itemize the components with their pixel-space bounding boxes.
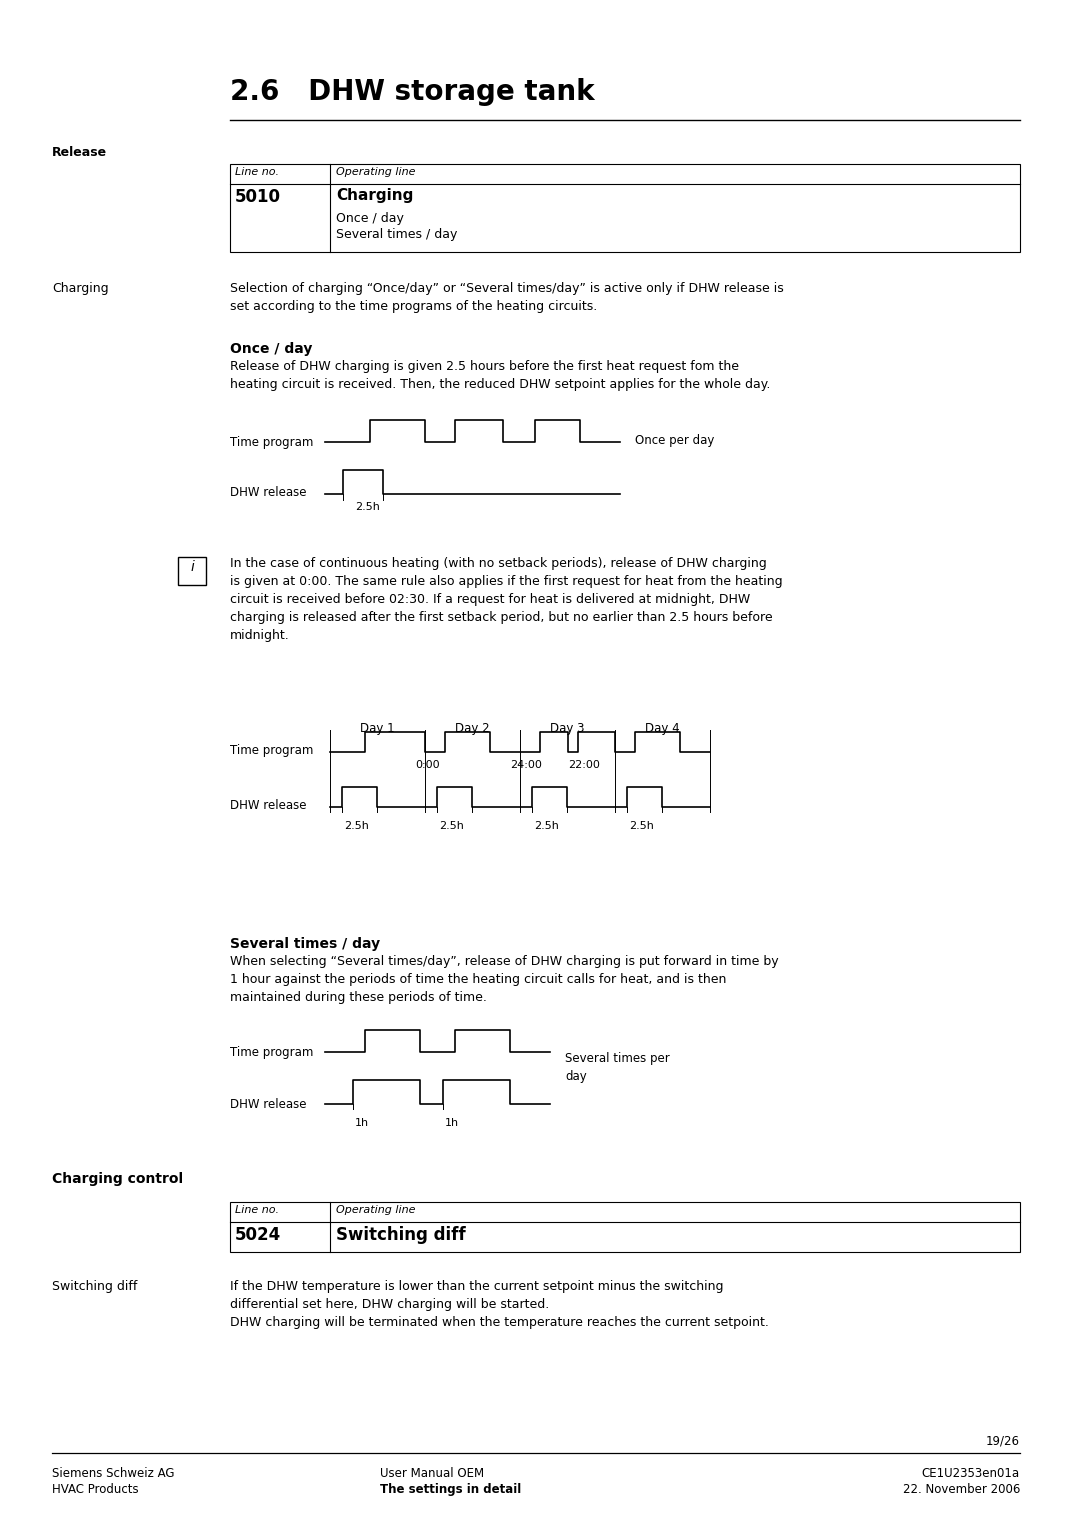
Text: 22. November 2006: 22. November 2006 bbox=[903, 1484, 1020, 1496]
Text: 5024: 5024 bbox=[235, 1225, 281, 1244]
Text: 2.5h: 2.5h bbox=[438, 821, 464, 831]
Text: 22:00: 22:00 bbox=[568, 759, 599, 770]
Text: User Manual OEM: User Manual OEM bbox=[380, 1467, 484, 1481]
Text: Operating line: Operating line bbox=[336, 167, 416, 177]
Text: Day 3: Day 3 bbox=[550, 723, 584, 735]
Text: DHW release: DHW release bbox=[230, 1099, 307, 1111]
Text: 2.5h: 2.5h bbox=[629, 821, 653, 831]
Text: Switching diff: Switching diff bbox=[336, 1225, 465, 1244]
Text: Charging control: Charging control bbox=[52, 1172, 184, 1186]
Text: i: i bbox=[190, 559, 194, 575]
Text: Several times / day: Several times / day bbox=[230, 937, 380, 950]
Text: In the case of continuous heating (with no setback periods), release of DHW char: In the case of continuous heating (with … bbox=[230, 558, 783, 642]
Text: If the DHW temperature is lower than the current setpoint minus the switching
di: If the DHW temperature is lower than the… bbox=[230, 1280, 769, 1329]
Text: HVAC Products: HVAC Products bbox=[52, 1484, 138, 1496]
Text: Line no.: Line no. bbox=[235, 167, 279, 177]
Text: Charging: Charging bbox=[336, 188, 414, 203]
Text: Once / day: Once / day bbox=[230, 342, 312, 356]
Text: The settings in detail: The settings in detail bbox=[380, 1484, 522, 1496]
Text: Siemens Schweiz AG: Siemens Schweiz AG bbox=[52, 1467, 175, 1481]
Text: 24:00: 24:00 bbox=[510, 759, 542, 770]
Text: Time program: Time program bbox=[230, 744, 313, 756]
Text: 2.6   DHW storage tank: 2.6 DHW storage tank bbox=[230, 78, 595, 105]
Text: Operating line: Operating line bbox=[336, 1206, 416, 1215]
Text: CE1U2353en01a: CE1U2353en01a bbox=[922, 1467, 1020, 1481]
Text: 2.5h: 2.5h bbox=[345, 821, 369, 831]
Text: Once per day: Once per day bbox=[635, 434, 714, 448]
Text: Release: Release bbox=[52, 147, 107, 159]
Text: Several times per
day: Several times per day bbox=[565, 1051, 670, 1083]
Text: Selection of charging “Once/day” or “Several times/day” is active only if DHW re: Selection of charging “Once/day” or “Sev… bbox=[230, 283, 784, 313]
Text: Charging: Charging bbox=[52, 283, 109, 295]
Text: 0:00: 0:00 bbox=[415, 759, 440, 770]
Text: DHW release: DHW release bbox=[230, 486, 307, 500]
Text: Several times / day: Several times / day bbox=[336, 228, 457, 241]
Text: 2.5h: 2.5h bbox=[534, 821, 558, 831]
Text: Time program: Time program bbox=[230, 435, 313, 449]
Text: Time program: Time program bbox=[230, 1047, 313, 1059]
Text: When selecting “Several times/day”, release of DHW charging is put forward in ti: When selecting “Several times/day”, rele… bbox=[230, 955, 779, 1004]
Text: 5010: 5010 bbox=[235, 188, 281, 206]
Text: Switching diff: Switching diff bbox=[52, 1280, 137, 1293]
Text: Day 2: Day 2 bbox=[455, 723, 490, 735]
Text: 1h: 1h bbox=[355, 1118, 369, 1128]
Text: 1h: 1h bbox=[445, 1118, 459, 1128]
Text: Day 4: Day 4 bbox=[645, 723, 679, 735]
Text: Day 1: Day 1 bbox=[361, 723, 395, 735]
Text: Once / day: Once / day bbox=[336, 212, 404, 225]
Text: Line no.: Line no. bbox=[235, 1206, 279, 1215]
Text: 2.5h: 2.5h bbox=[355, 503, 380, 512]
Text: DHW release: DHW release bbox=[230, 799, 307, 811]
Text: Release of DHW charging is given 2.5 hours before the first heat request fom the: Release of DHW charging is given 2.5 hou… bbox=[230, 361, 770, 391]
Text: 19/26: 19/26 bbox=[986, 1435, 1020, 1449]
